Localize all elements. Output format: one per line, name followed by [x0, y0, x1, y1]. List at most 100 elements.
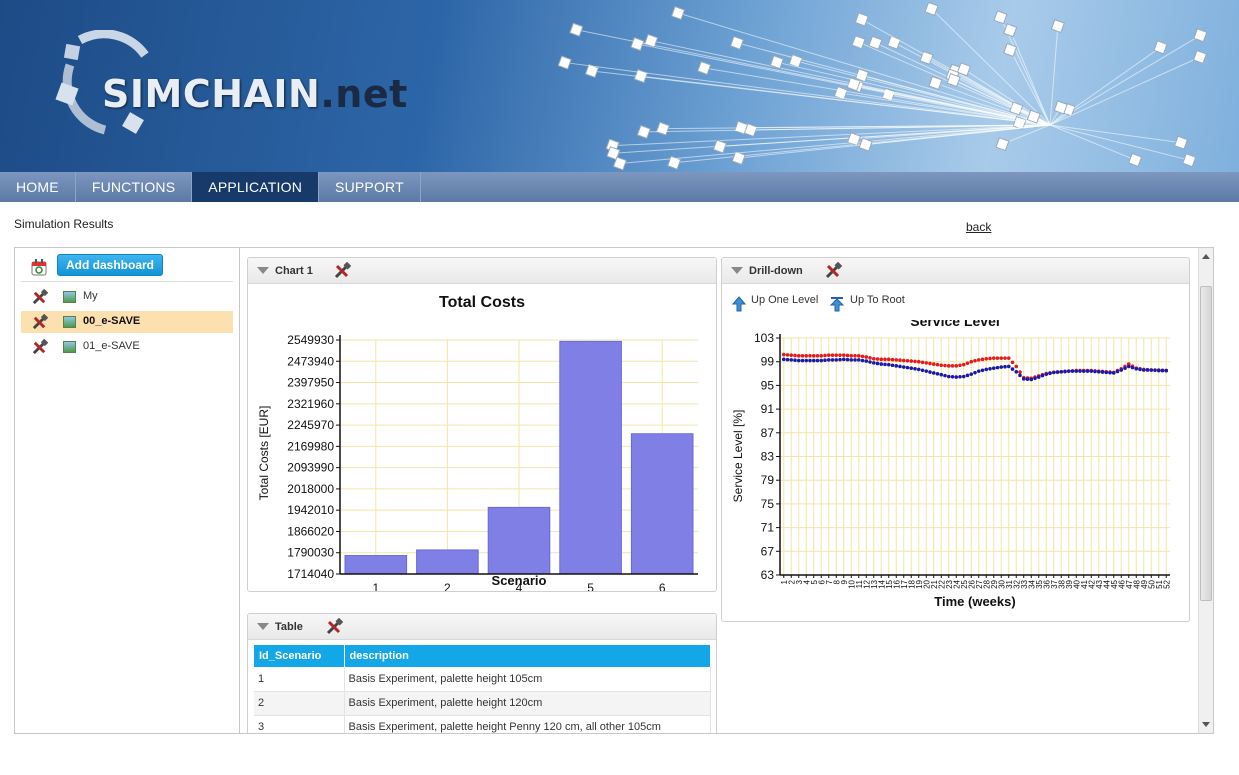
series-point	[890, 363, 895, 368]
scroll-down-arrow[interactable]	[1202, 722, 1210, 727]
scroll-thumb[interactable]	[1200, 286, 1212, 601]
series-point	[875, 357, 880, 361]
column-header[interactable]: description	[344, 645, 711, 667]
series-point	[864, 355, 869, 359]
table-row[interactable]: 1 Basis Experiment, palette height 105cm	[254, 667, 711, 692]
y-tick-label: 2093990	[287, 461, 334, 475]
series-point	[1138, 367, 1142, 372]
series-point	[819, 358, 824, 363]
tools-icon[interactable]	[31, 339, 48, 356]
x-tick-label: 26	[967, 579, 976, 588]
sidebar-item-my[interactable]: My	[21, 286, 233, 308]
network-node	[1050, 19, 1065, 34]
up-one-level-link[interactable]: Up One Level	[751, 294, 819, 306]
series-point	[1025, 377, 1030, 381]
column-header[interactable]: Id_Scenario	[254, 645, 345, 667]
scenario-table: Id_Scenario description 1 Basis Experime…	[254, 645, 711, 733]
scroll-up-arrow[interactable]	[1202, 254, 1210, 259]
series-point	[901, 358, 906, 363]
y-tick-label: 79	[761, 473, 775, 487]
x-tick-label: 5	[587, 581, 594, 592]
sidebar-item-00-e-save[interactable]: 00_e-SAVE	[21, 311, 233, 333]
collapse-icon[interactable]	[257, 267, 269, 274]
series-point	[864, 359, 869, 363]
x-tick-label: 36	[1042, 579, 1051, 588]
series-point	[845, 353, 850, 358]
series-point	[883, 357, 887, 362]
series-point	[808, 358, 812, 363]
network-node	[886, 35, 902, 50]
network-line	[1049, 56, 1201, 126]
sidebar-item-01-e-save[interactable]: 01_e-SAVE	[21, 336, 233, 358]
series-point	[995, 356, 1000, 360]
series-point	[1119, 368, 1124, 372]
network-line	[776, 61, 1051, 126]
arrow-up-icon[interactable]	[732, 296, 746, 312]
series-point	[1145, 368, 1150, 372]
y-tick-label: 2321960	[287, 397, 334, 411]
series-point	[804, 358, 809, 363]
nav-application[interactable]: APPLICATION	[192, 172, 320, 202]
refresh-icon[interactable]	[31, 258, 47, 276]
nav-home[interactable]: HOME	[0, 172, 76, 202]
back-link[interactable]: back	[966, 220, 992, 234]
tools-icon[interactable]	[824, 262, 842, 280]
logo-icon	[55, 30, 149, 135]
x-tick-label: 34	[1027, 579, 1036, 588]
series-point	[886, 362, 891, 367]
series-point	[950, 375, 955, 379]
collapse-icon[interactable]	[731, 267, 743, 274]
series-point	[1115, 369, 1120, 374]
series-point	[1081, 369, 1086, 373]
panel-title: Table	[275, 621, 303, 633]
nav-support[interactable]: SUPPORT	[319, 172, 421, 202]
series-point	[868, 360, 872, 364]
x-tick-label: 4	[516, 581, 523, 592]
table-row[interactable]: 2 Basis Experiment, palette height 120cm	[254, 691, 711, 716]
vertical-scrollbar[interactable]	[1198, 248, 1213, 733]
series-point	[815, 358, 820, 363]
x-tick-label: 19	[915, 579, 924, 588]
add-dashboard-button[interactable]: Add dashboard	[57, 254, 163, 276]
collapse-icon[interactable]	[257, 623, 269, 630]
x-tick-label: 43	[1095, 579, 1104, 588]
y-tick-label: 2397950	[287, 376, 334, 390]
arrow-up-to-root-icon[interactable]	[830, 296, 844, 312]
x-tick-label: 35	[1035, 579, 1044, 588]
up-to-root-link[interactable]: Up To Root	[850, 294, 905, 306]
tools-icon[interactable]	[333, 262, 351, 280]
sidebar-toolbar: Add dashboard	[21, 254, 233, 282]
network-node	[712, 139, 727, 154]
tools-icon[interactable]	[31, 314, 48, 331]
table-cell: 3	[254, 715, 345, 733]
network-line	[576, 29, 1051, 126]
network-line	[677, 12, 1051, 126]
network-line	[704, 67, 1051, 126]
series-point	[913, 359, 917, 364]
x-tick-label: 8	[832, 579, 841, 584]
y-tick-label: 95	[761, 378, 775, 392]
x-tick-label: 2	[787, 579, 796, 584]
series-point	[793, 353, 797, 358]
series-point	[1055, 370, 1060, 374]
series-point	[860, 354, 865, 359]
series-point	[841, 357, 846, 362]
x-tick-label: 52	[1162, 579, 1171, 588]
series-point	[1059, 369, 1064, 374]
series-point	[954, 364, 959, 368]
series-point	[1070, 369, 1075, 373]
series-point	[901, 365, 906, 369]
x-tick-label: 21	[930, 579, 939, 588]
series-point	[958, 363, 962, 368]
x-tick-label: 16	[892, 579, 901, 588]
series-point	[935, 372, 940, 376]
network-node	[851, 35, 866, 50]
series-point	[834, 358, 839, 362]
nav-functions[interactable]: FUNCTIONS	[76, 172, 193, 202]
x-tick-label: 14	[877, 579, 886, 588]
network-node	[1128, 152, 1143, 167]
network-line	[931, 8, 1051, 126]
table-row[interactable]: 3 Basis Experiment, palette height Penny…	[254, 715, 711, 733]
tools-icon[interactable]	[31, 289, 48, 306]
tools-icon[interactable]	[325, 618, 343, 636]
